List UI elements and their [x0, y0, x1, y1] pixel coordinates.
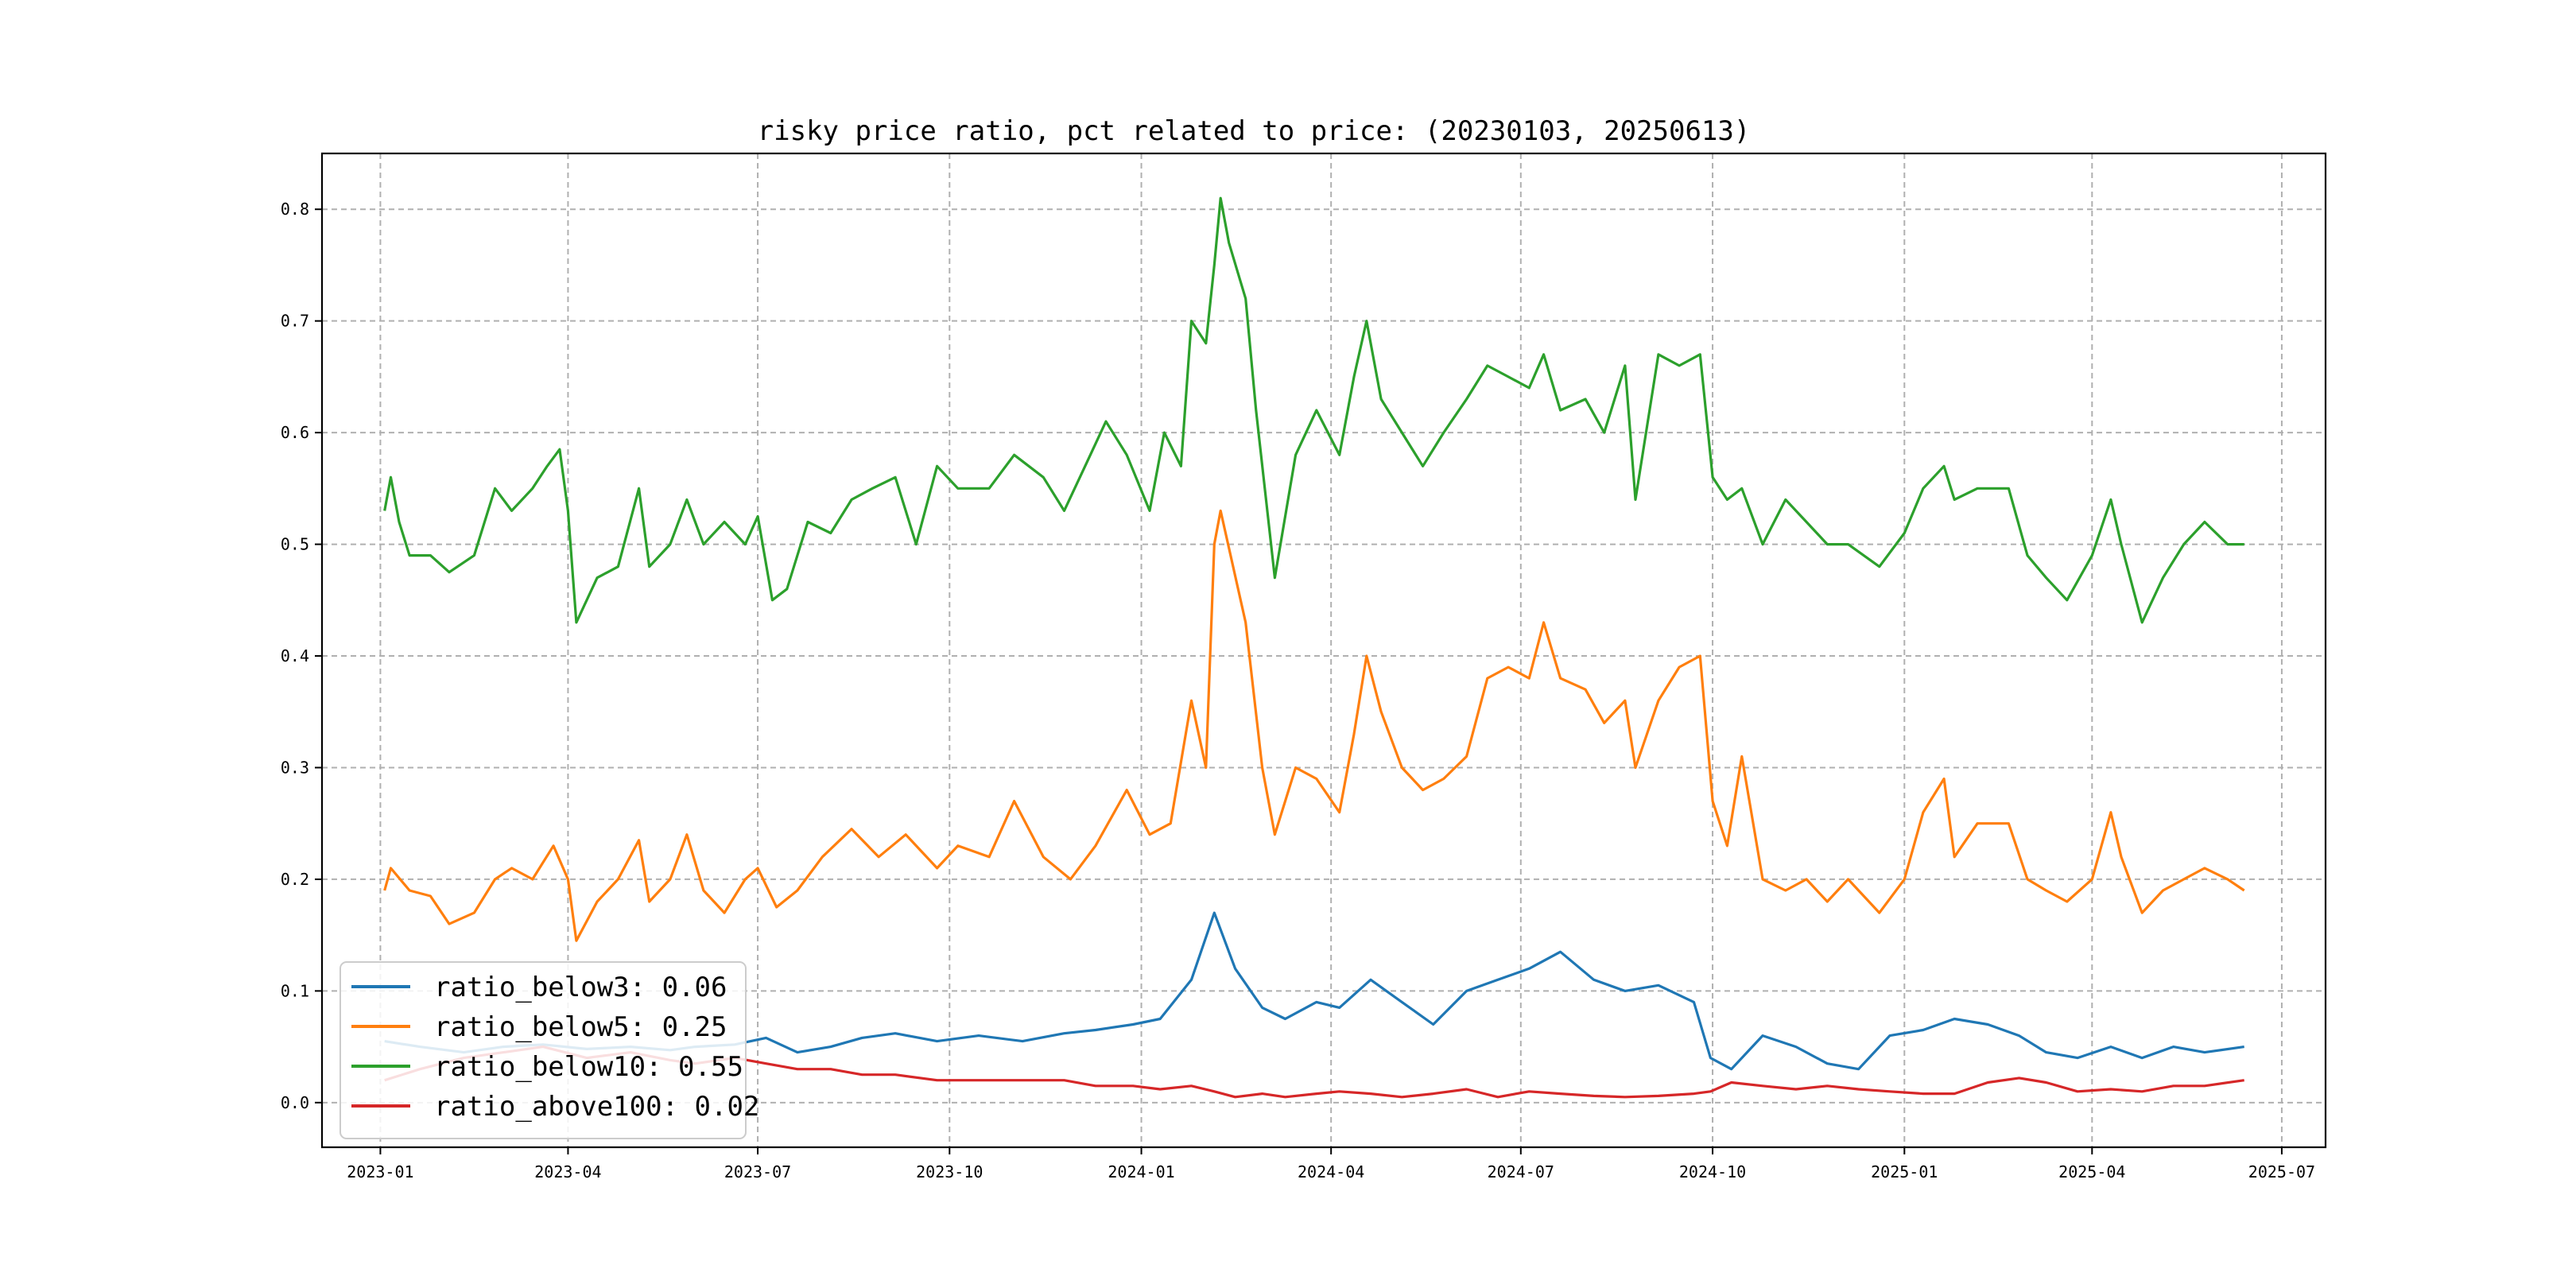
grid	[322, 153, 2326, 1147]
series-line-ratio_above100	[384, 1046, 2244, 1099]
x-tick-label: 2024-10	[1679, 1162, 1746, 1181]
x-tick-label: 2025-04	[2058, 1162, 2125, 1181]
legend: ratio_below3: 0.06 ratio_below5: 0.25 rati…	[339, 961, 759, 1139]
x-tick-label: 2023-10	[916, 1162, 983, 1181]
y-tick-label: 0.6	[281, 423, 309, 442]
legend-box	[339, 961, 747, 1139]
chart-title: risky price ratio, pct related to price:…	[758, 115, 1751, 147]
series-line-ratio_below5	[383, 509, 2245, 942]
x-tick-label: 2024-04	[1298, 1162, 1364, 1181]
x-tick-label: 2023-07	[724, 1162, 791, 1181]
x-tick-label: 2025-07	[2248, 1162, 2315, 1181]
y-tick-label: 0.4	[281, 646, 309, 665]
legend-label-ratio_below5: ratio_below5: 0.25	[434, 1011, 727, 1043]
legend-label-ratio_below10: ratio_below10: 0.55	[434, 1051, 743, 1083]
y-tick-label: 0.5	[281, 535, 309, 554]
x-tick-label: 2024-07	[1488, 1162, 1554, 1181]
series-line-ratio_below3	[384, 911, 2244, 1071]
axes: 2023-01 2023-04 2023-07 2023-10 2024-01 2024-…	[281, 200, 2315, 1181]
y-tick-label: 0.0	[281, 1093, 309, 1112]
legend-label-ratio_above100: ratio_above100: 0.02	[434, 1091, 759, 1123]
x-tick-label: 2025-01	[1871, 1162, 1938, 1181]
y-tick-label: 0.8	[281, 200, 309, 219]
y-tick-label: 0.3	[281, 758, 309, 777]
x-tick-label: 2023-04	[534, 1162, 601, 1181]
plot-frame	[320, 152, 2327, 1149]
series-lines	[383, 196, 2245, 1099]
y-tick-label: 0.1	[281, 981, 309, 1000]
x-tick-label: 2024-01	[1108, 1162, 1174, 1181]
y-tick-label: 0.2	[281, 870, 309, 889]
legend-label-ratio_below3: ratio_below3: 0.06	[434, 972, 727, 1003]
x-tick-label: 2023-01	[347, 1162, 413, 1181]
series-line-ratio_below10	[383, 196, 2244, 624]
y-tick-label: 0.7	[281, 312, 309, 331]
